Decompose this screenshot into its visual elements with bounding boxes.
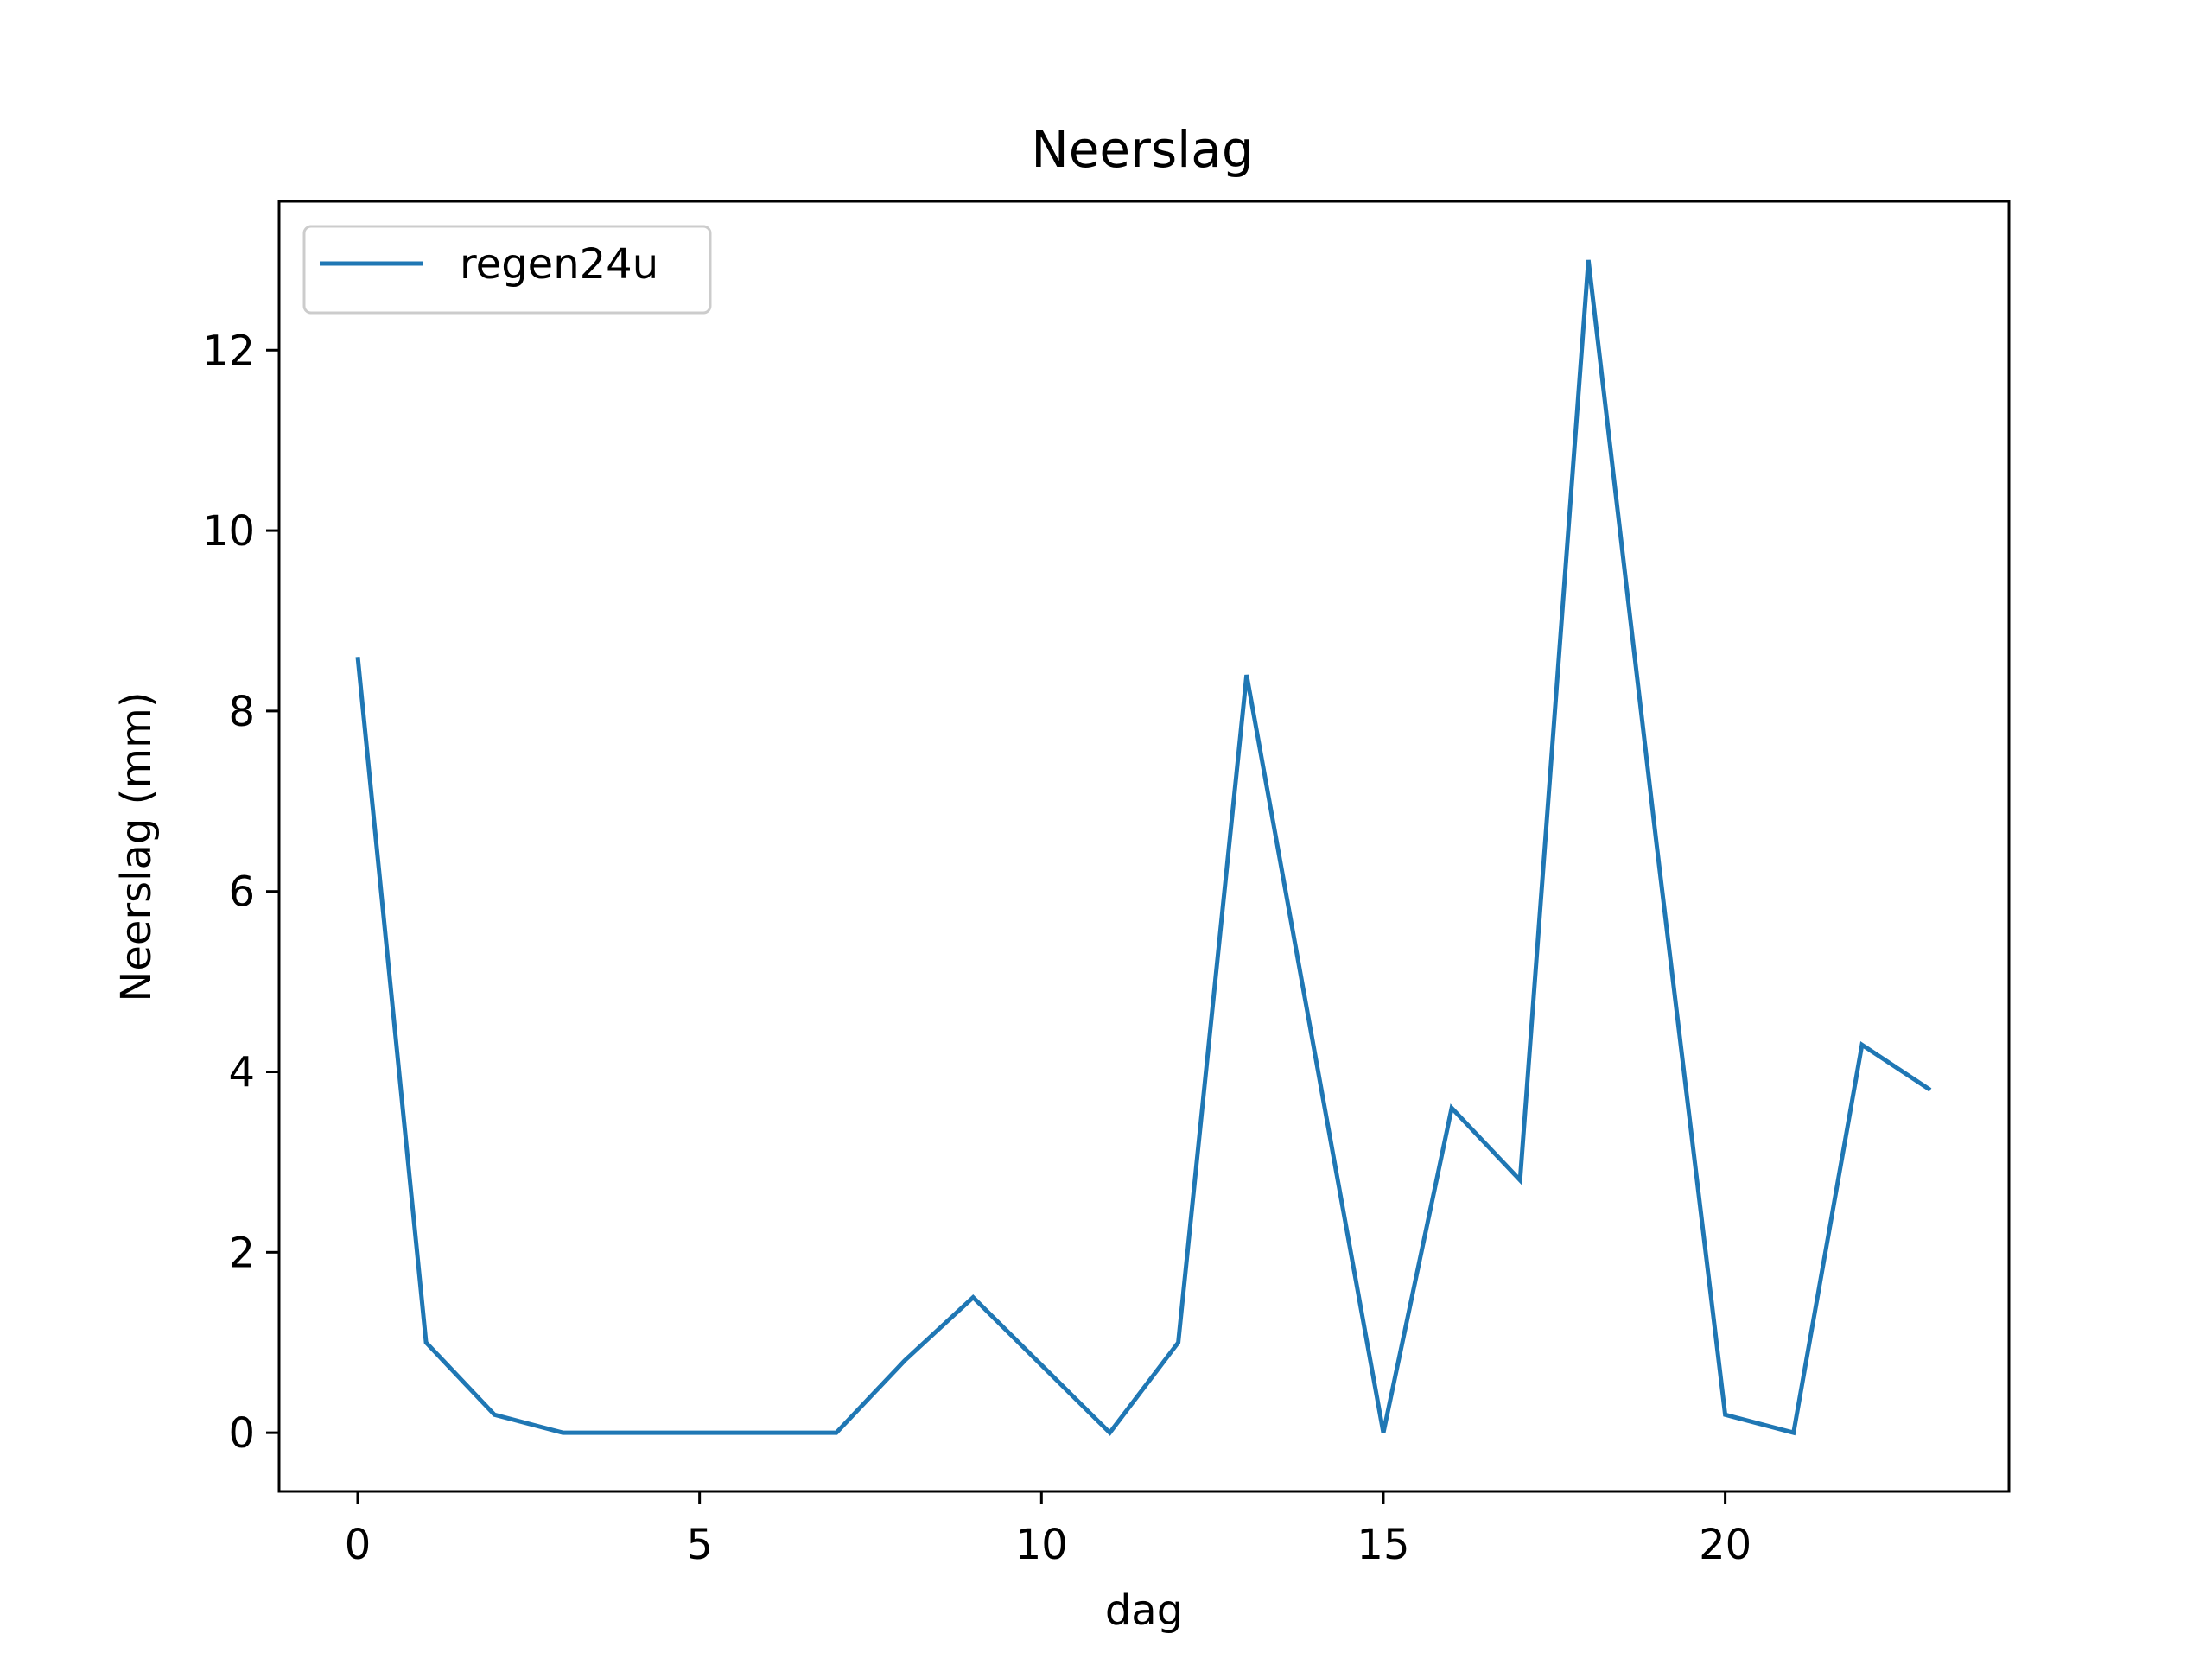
chart-title: Neerslag	[1031, 120, 1253, 179]
y-tick-label: 8	[228, 688, 255, 736]
y-tick-label: 0	[228, 1409, 255, 1458]
x-tick-label: 10	[1015, 1521, 1068, 1569]
y-tick-label: 6	[228, 868, 255, 917]
y-tick-label: 4	[228, 1049, 255, 1097]
y-axis-ticks: 0 2 4 6 8 10 12	[202, 327, 279, 1458]
series-layer	[355, 259, 1932, 1436]
x-axis-ticks: 0 5 10 15 20	[345, 1491, 1751, 1569]
y-tick-label: 12	[202, 327, 255, 375]
y-tick-label: 2	[228, 1229, 255, 1277]
x-tick-label: 20	[1699, 1521, 1751, 1569]
series-line-regen24u	[355, 259, 1932, 1436]
y-axis-label: Neerslag (mm)	[112, 691, 161, 1001]
legend-box	[302, 225, 712, 315]
legend-label: regen24u	[460, 240, 658, 289]
y-tick-label: 10	[202, 507, 255, 556]
x-tick-label: 15	[1357, 1521, 1409, 1569]
plot-frame	[277, 200, 2011, 1493]
x-tick-label: 0	[345, 1521, 372, 1569]
x-axis-label: dag	[1105, 1586, 1183, 1635]
legend: regen24u	[302, 225, 712, 315]
x-tick-label: 5	[686, 1521, 713, 1569]
